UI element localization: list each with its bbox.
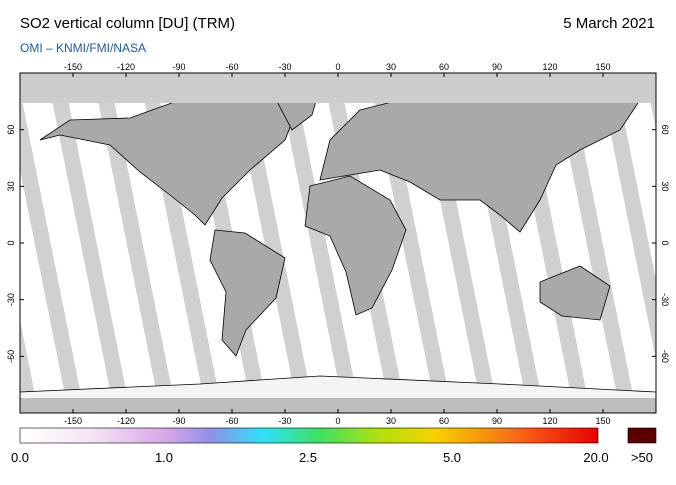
lon-label-top: 60 — [439, 62, 449, 72]
colorbar-label: 2.5 — [299, 450, 317, 465]
lat-label-left: 30 — [6, 181, 16, 191]
orbit-gap — [604, 100, 656, 360]
colorbar-overflow — [627, 427, 657, 444]
lon-label-bottom: -60 — [225, 416, 238, 426]
lon-label-bottom: 30 — [386, 416, 396, 426]
lat-label-right: -60 — [660, 350, 670, 363]
colorbar — [19, 427, 599, 444]
date: 5 March 2021 — [563, 15, 655, 32]
lon-label-top: 90 — [492, 62, 502, 72]
lon-label-top: 120 — [542, 62, 557, 72]
polar-night-north — [20, 73, 656, 103]
colorbar-label: 0.0 — [11, 450, 29, 465]
lon-label-bottom: 0 — [335, 416, 340, 426]
lon-label-top: 150 — [595, 62, 610, 72]
orbit-gap — [236, 100, 312, 400]
lon-label-top: -120 — [117, 62, 135, 72]
orbit-gap — [282, 100, 358, 400]
south-america — [209, 229, 286, 357]
lon-label-bottom: 90 — [492, 416, 502, 426]
lat-label-right: 0 — [660, 240, 670, 245]
lat-label-right: -30 — [660, 293, 670, 306]
lon-label-top: -30 — [278, 62, 291, 72]
subtitle: OMI – KNMI/FMI/NASA — [20, 41, 146, 55]
colorbar-overflow-label: >50 — [631, 450, 653, 465]
orbit-gap — [20, 320, 36, 400]
lon-label-top: -90 — [172, 62, 185, 72]
colorbar-labels: 0.0 1.0 2.5 5.0 20.0 — [11, 450, 609, 465]
lon-label-bottom: -120 — [117, 416, 135, 426]
lon-label-top: 30 — [386, 62, 396, 72]
lon-label-bottom: -150 — [64, 416, 82, 426]
lon-label-top: -60 — [225, 62, 238, 72]
lon-label-bottom: 60 — [439, 416, 449, 426]
orbit-gap — [558, 100, 634, 400]
lon-label-top: 0 — [335, 62, 340, 72]
lon-label-bottom: 120 — [542, 416, 557, 426]
lat-label-left: -30 — [6, 293, 16, 306]
orbit-gap — [650, 100, 656, 130]
colorbar-label: 1.0 — [155, 450, 173, 465]
lon-label-bottom: 150 — [595, 416, 610, 426]
lon-label-bottom: -90 — [172, 416, 185, 426]
colorbar-label: 5.0 — [443, 450, 461, 465]
lat-label-right: 60 — [660, 125, 670, 135]
australia — [539, 265, 611, 321]
lat-label-left: 0 — [6, 240, 16, 245]
map — [20, 73, 656, 413]
colorbar-label: 20.0 — [583, 450, 608, 465]
lat-label-left: 60 — [6, 125, 16, 135]
lon-label-top: -150 — [64, 62, 82, 72]
lon-label-bottom: -30 — [278, 416, 291, 426]
orbit-gap — [98, 100, 174, 400]
lat-label-left: -60 — [6, 350, 16, 363]
lat-label-right: 30 — [660, 181, 670, 191]
orbit-gap — [20, 100, 82, 400]
orbit-gap — [52, 100, 128, 400]
graticule-labels: -150 -150 -120 -120 -90 -90 -60 -60 -30 -30 0 0 30 30… — [6, 62, 670, 426]
title: SO2 vertical column [DU] (TRM) — [20, 15, 235, 32]
africa — [304, 175, 407, 316]
